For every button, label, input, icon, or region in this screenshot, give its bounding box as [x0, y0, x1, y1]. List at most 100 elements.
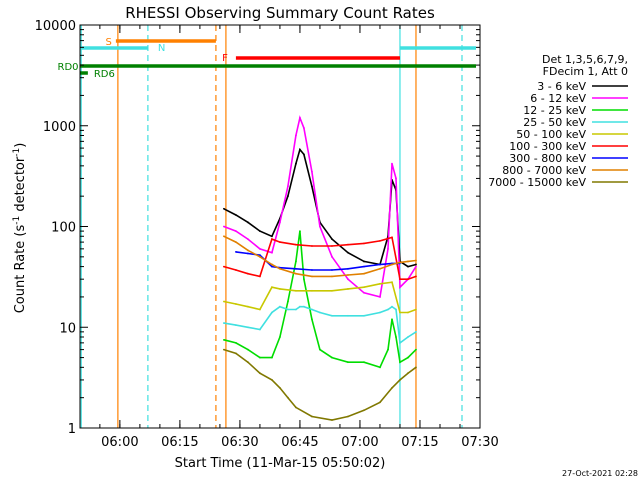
data-point: [379, 296, 381, 298]
flag-label-f: F: [222, 53, 228, 64]
data-point: [287, 396, 289, 399]
data-point: [319, 348, 321, 351]
data-point: [407, 265, 409, 268]
legend-entry-label: 300 - 800 keV: [509, 152, 586, 165]
series-line-4: [223, 281, 417, 314]
data-point: [391, 236, 393, 239]
axes: 1 10 100 1000 10000 06:00 06:15 06:30 06:45 07:00…: [35, 19, 499, 450]
data-point: [387, 308, 389, 311]
data-point: [331, 275, 333, 278]
x-tick-label: 06:15: [161, 435, 198, 450]
data-point: [407, 336, 409, 338]
series-line-3: [223, 305, 417, 345]
data-point: [363, 361, 365, 364]
y-tick-label: 1000: [43, 120, 76, 135]
data-point: [247, 361, 249, 364]
data-point: [295, 162, 297, 165]
data-point: [347, 314, 349, 317]
data-point: [271, 265, 273, 268]
chart-title: RHESSI Observing Summary Count Rates: [125, 4, 435, 22]
data-point: [279, 288, 281, 290]
y-label-mid: detector: [13, 156, 28, 216]
data-point: [379, 311, 381, 314]
y-tick-label: 100: [51, 221, 76, 236]
data-point: [407, 278, 409, 281]
data-point: [259, 230, 261, 233]
data-point: [347, 278, 349, 281]
data-point: [223, 265, 225, 268]
y-label-sup: -1: [12, 216, 22, 225]
data-point: [407, 260, 409, 263]
data-point: [347, 415, 349, 418]
data-point: [347, 274, 349, 276]
data-point: [271, 356, 273, 359]
data-point: [247, 326, 249, 329]
data-point: [399, 311, 401, 314]
data-point: [235, 269, 237, 271]
data-point: [399, 278, 401, 281]
series-line-1: [223, 115, 417, 298]
data-point: [279, 387, 281, 389]
data-point: [303, 305, 305, 308]
data-point: [259, 328, 261, 331]
data-point: [259, 372, 261, 375]
data-point: [363, 409, 365, 412]
data-point: [391, 281, 393, 284]
data-point: [331, 419, 333, 421]
data-point: [247, 305, 249, 308]
data-point: [347, 361, 349, 364]
legend-entry-label: 12 - 25 keV: [523, 104, 586, 117]
legend: Det 1,3,5,6,7,9,FDecim 1, Att 0 3 - 6 keV…: [488, 53, 628, 189]
data-point: [363, 286, 365, 289]
data-point: [247, 249, 249, 252]
data-point: [399, 379, 401, 381]
y-tick-label: 1: [68, 422, 76, 437]
x-tick-label: 07:00: [341, 435, 378, 450]
data-point: [295, 289, 297, 292]
data-point: [295, 272, 297, 275]
data-point: [223, 235, 225, 238]
x-tick-label: 07:15: [401, 435, 438, 450]
data-point: [287, 300, 289, 303]
y-label-pre: Count Rate (s: [13, 225, 28, 314]
data-point: [347, 267, 349, 270]
flag-label-n: N: [158, 43, 165, 54]
y-label-sup2: -1: [12, 148, 22, 157]
data-point: [415, 259, 417, 262]
data-point: [387, 348, 389, 351]
data-point: [331, 269, 333, 271]
data-point: [295, 406, 297, 409]
data-point: [331, 314, 333, 317]
data-point: [271, 286, 273, 289]
flag-label-rd0: RD0: [58, 62, 79, 73]
data-point: [407, 372, 409, 375]
data-point: [247, 252, 249, 255]
data-point: [259, 247, 261, 250]
legend-entry-label: 100 - 300 keV: [509, 140, 586, 153]
data-point: [287, 195, 289, 198]
data-point: [363, 291, 365, 294]
data-point: [235, 214, 237, 216]
data-point: [319, 225, 321, 228]
data-point: [311, 415, 313, 418]
data-point: [395, 336, 397, 338]
y-axis-label: Count Rate (s-1 detector-1): [12, 143, 28, 314]
data-point: [347, 251, 349, 254]
data-point: [235, 341, 237, 344]
data-point: [271, 263, 273, 266]
data-point: [247, 221, 249, 224]
y-label-post: ): [13, 143, 28, 148]
data-point: [391, 305, 393, 308]
data-point: [279, 241, 281, 244]
series-line-7: [223, 235, 417, 278]
data-point: [311, 185, 313, 188]
data-point: [379, 263, 381, 266]
legend-entry-label: 6 - 12 keV: [530, 92, 586, 105]
data-point: [287, 308, 289, 311]
legend-entry-label: 50 - 100 keV: [516, 128, 586, 141]
plot-area: S N F RD0 RD6: [58, 25, 476, 428]
data-point: [395, 308, 397, 311]
data-point: [271, 311, 273, 314]
data-point: [299, 305, 301, 308]
legend-entry-label: 7000 - 15000 keV: [488, 176, 586, 189]
